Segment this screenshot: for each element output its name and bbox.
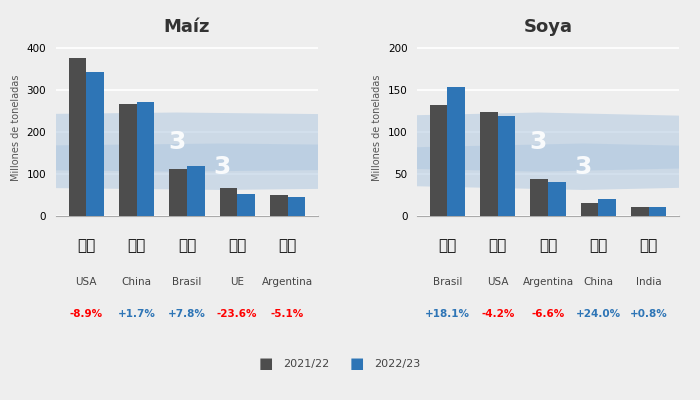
Text: 🇺🇸: 🇺🇸 [77,238,95,254]
Polygon shape [0,112,700,172]
Text: +7.8%: +7.8% [168,309,206,319]
Text: -4.2%: -4.2% [481,309,514,319]
Text: 🇺🇸: 🇺🇸 [489,238,507,254]
Polygon shape [0,144,700,190]
Bar [531,179,548,216]
Text: USA: USA [487,277,508,287]
Bar [498,116,515,216]
Y-axis label: Millones de toneladas: Millones de toneladas [372,75,382,181]
Bar [237,194,255,216]
Text: 2021/22: 2021/22 [284,359,330,369]
Bar [69,58,86,216]
Text: 🇨🇳: 🇨🇳 [589,238,608,254]
Text: -23.6%: -23.6% [217,309,258,319]
Text: ■: ■ [350,356,364,372]
Text: 🇦🇷: 🇦🇷 [539,238,557,254]
Bar [631,207,649,216]
Text: China: China [584,277,613,287]
Bar [447,87,465,216]
Text: 3: 3 [168,130,186,154]
Bar [119,104,136,216]
Text: USA: USA [76,277,97,287]
Bar [548,182,566,216]
Bar [220,188,237,216]
Text: 🇧🇷: 🇧🇷 [438,238,456,254]
Bar [649,207,666,216]
Bar [270,196,288,216]
Polygon shape [0,144,700,190]
Y-axis label: Millones de toneladas: Millones de toneladas [11,75,21,181]
Title: Soya: Soya [524,18,573,36]
Text: UE: UE [230,277,244,287]
Text: 3: 3 [575,155,592,179]
Bar [598,199,616,216]
Text: -5.1%: -5.1% [271,309,304,319]
Text: Brasil: Brasil [172,277,202,287]
Text: +24.0%: +24.0% [576,309,621,319]
Text: 🇮🇳: 🇮🇳 [640,238,658,254]
Text: Argentina: Argentina [523,277,574,287]
Bar [136,102,154,216]
Bar [187,166,204,216]
Text: -6.6%: -6.6% [531,309,565,319]
Text: +18.1%: +18.1% [425,309,470,319]
Text: 3: 3 [529,130,547,154]
Bar [169,169,187,216]
Text: China: China [122,277,151,287]
Polygon shape [0,112,700,172]
Bar [480,112,498,216]
Title: Maíz: Maíz [164,18,210,36]
Text: Argentina: Argentina [262,277,313,287]
Text: 2022/23: 2022/23 [374,359,421,369]
Text: 🇪🇺: 🇪🇺 [228,238,246,254]
Bar [288,197,305,216]
Bar [581,202,598,216]
Text: India: India [636,277,662,287]
Text: 3: 3 [214,155,231,179]
Text: +1.7%: +1.7% [118,309,155,319]
Text: 🇧🇷: 🇧🇷 [178,238,196,254]
Bar [430,104,447,216]
Text: ■: ■ [259,356,273,372]
Text: +0.8%: +0.8% [630,309,668,319]
Text: Brasil: Brasil [433,277,462,287]
Text: -8.9%: -8.9% [69,309,103,319]
Text: 🇦🇷: 🇦🇷 [279,238,297,254]
Text: 🇨🇳: 🇨🇳 [127,238,146,254]
Bar [86,72,104,216]
